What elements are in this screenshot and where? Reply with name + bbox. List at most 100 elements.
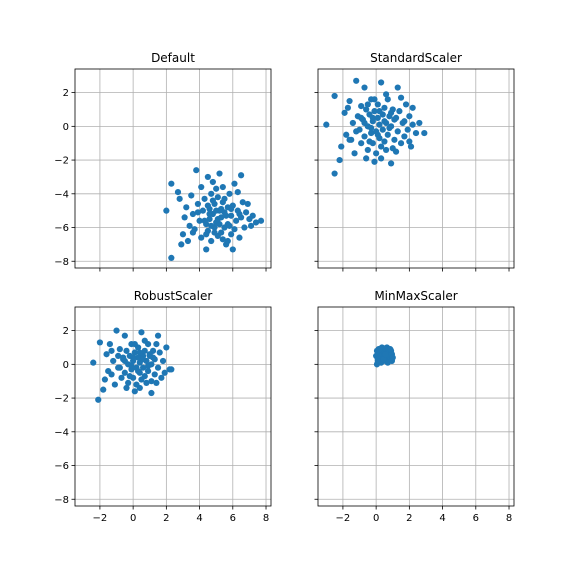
scatter-point [138,329,145,336]
x-tick-label: 8 [506,513,512,524]
scatter-point [188,192,195,199]
scatter-point [392,114,400,122]
scatter-point [158,374,165,381]
scatter-point [136,349,143,356]
scatter-point [131,388,138,395]
x-tick-label: 0 [373,513,379,524]
scatter-point [168,180,175,187]
scatter-point [346,97,353,105]
scatter-point [184,237,192,245]
scatter-point [206,215,213,223]
scatter-point [374,114,381,122]
scatter-point [394,84,401,91]
scatter-point [379,126,386,133]
scatter-point [116,346,123,353]
scatter-point [242,209,250,216]
scatter-point [389,145,396,152]
scatter-point [154,332,162,339]
scatter-point [108,347,115,354]
scatter-point [115,364,122,371]
subplot-standard-scaler: StandardScaler [314,51,515,272]
scatter-point [402,101,410,108]
scatter-point [406,113,413,120]
scatter-point [249,212,256,219]
scatter-point [151,371,158,378]
scatter-point [209,197,216,204]
scatter-point [381,138,388,145]
scatter-point [397,140,405,147]
scatter-point [388,357,396,365]
scatter-point [153,379,160,386]
scatter-point [384,96,391,103]
x-tick-label: 2 [406,513,412,524]
scatter-point [130,354,137,361]
scatter-point [100,386,107,393]
scatter-point [323,121,330,128]
scatter-point [361,84,368,91]
scatter-point [211,229,218,236]
scatter-point [204,173,211,181]
scatter-point [234,189,241,196]
y-tick-label: −2 [54,394,69,405]
scatter-point [186,222,193,229]
scatter-point [244,200,251,208]
subplot-title: StandardScaler [370,51,462,65]
scatter-point [106,341,113,348]
y-tick-label: 0 [63,360,69,371]
scatter-point [257,217,265,224]
scatter-point [148,389,155,397]
scatter-point [121,332,128,339]
scatter-point [163,344,170,351]
scatter-point [144,362,152,370]
scatter-point [351,150,358,157]
scatter-point [96,339,104,346]
scatter-point [203,246,210,253]
scatter-point [144,367,152,375]
scatter-point [178,241,185,248]
x-tick-label: 4 [439,513,445,524]
scatter-point [361,119,368,127]
scatter-point [391,136,398,143]
scatter-point [376,108,383,115]
scatter-point [353,77,360,84]
scatter-point [216,170,223,177]
y-tick-label: −4 [54,189,69,200]
scatter-point [204,202,211,209]
scatter-point [383,91,390,98]
scatter-point [208,190,215,197]
scatter-point [115,352,122,360]
scatter-point [189,229,197,236]
scatter-point [221,195,228,202]
scatter-point [118,374,125,381]
subplot-minmax-scaler: MinMaxScaler −2 0 2 4 6 8 [314,289,515,524]
scatter-point [90,359,97,366]
y-tick-label: −4 [54,427,69,438]
scatter-point [226,222,233,229]
scatter-point [206,210,213,218]
scatter-point [228,231,235,238]
scatter-point [376,346,383,353]
x-tick-label: 2 [163,513,169,524]
y-tick-label: −8 [54,495,69,506]
scatter-point [368,129,375,137]
scatter-point [376,121,383,128]
scatter-point [146,351,153,358]
scatter-point [409,121,416,128]
scatter-point [153,341,160,348]
scatter-point [156,349,163,356]
scatter-point [349,119,356,127]
y-tick-label: 2 [63,88,69,99]
scatter-point [383,146,390,154]
scatter-point [358,140,365,147]
scatter-point [238,172,245,179]
scatter-point [384,131,391,138]
scatter-point [208,222,215,229]
scatter-point [387,346,394,353]
y-tick-label: −2 [54,156,69,167]
scatter-point [401,133,408,140]
scatter-point [364,101,371,108]
scatter-point [125,379,132,386]
y-tick-label: −6 [54,223,69,234]
scatter-point [103,351,110,358]
